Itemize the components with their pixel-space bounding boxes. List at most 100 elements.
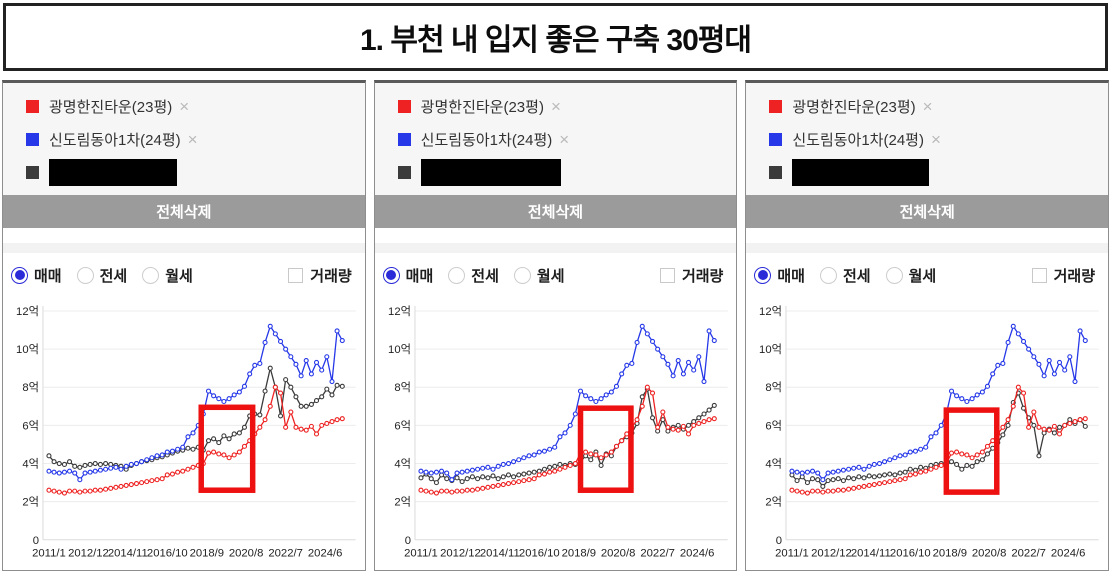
data-point (794, 469, 800, 475)
controls-row: 매매 전세 월세 거래량 (375, 263, 737, 287)
data-point (72, 470, 78, 476)
remove-series-icon[interactable]: × (930, 130, 941, 149)
data-point (980, 449, 986, 455)
radio-monthly-rent[interactable]: 월세 (142, 265, 193, 286)
trade-type-radios: 매매 전세 월세 (11, 265, 288, 286)
remove-series-icon[interactable]: × (559, 130, 570, 149)
data-point (964, 452, 970, 458)
volume-checkbox[interactable] (659, 267, 675, 283)
data-point (262, 417, 268, 423)
svg-text:4억: 4억 (22, 458, 39, 471)
data-point (649, 338, 655, 345)
radio-jeonse[interactable]: 전세 (448, 265, 499, 286)
data-point (918, 464, 924, 470)
svg-text:2022/7: 2022/7 (1012, 548, 1046, 560)
trade-type-radios: 매매 전세 월세 (754, 265, 1031, 286)
data-point (923, 444, 929, 450)
data-point (649, 415, 655, 421)
data-point (128, 461, 134, 467)
radio-circle[interactable] (448, 266, 466, 284)
remove-series-icon[interactable]: × (550, 97, 561, 116)
legend-item (746, 156, 1108, 189)
remove-series-icon[interactable]: × (922, 97, 933, 116)
data-point (51, 459, 57, 465)
data-point (939, 422, 945, 428)
data-point (959, 451, 965, 457)
radio-jeonse[interactable]: 전세 (76, 265, 127, 286)
volume-label: 거래량 (681, 267, 724, 285)
data-point (567, 462, 573, 468)
data-point (1031, 354, 1037, 360)
data-point (598, 455, 604, 461)
delete-all-button[interactable]: 전체삭제 (374, 195, 737, 228)
data-point (851, 465, 857, 471)
remove-series-icon[interactable]: × (179, 97, 190, 116)
data-point (159, 476, 165, 482)
data-point (520, 455, 527, 461)
volume-checkbox-group[interactable]: 거래량 (659, 265, 724, 286)
data-point (97, 461, 103, 467)
data-point (231, 431, 237, 437)
data-point (706, 417, 712, 423)
data-point (608, 449, 614, 455)
radio-sale[interactable]: 매매 (11, 265, 62, 286)
radio-circle[interactable] (76, 266, 94, 284)
volume-checkbox-group[interactable]: 거래량 (288, 265, 352, 286)
delete-all-button[interactable]: 전체삭제 (746, 195, 1109, 228)
data-point (334, 328, 340, 334)
series-color-chip (397, 100, 411, 113)
data-point (882, 459, 888, 465)
data-point (144, 479, 150, 485)
radio-dot (386, 270, 397, 280)
data-point (324, 420, 330, 427)
radio-monthly-rent[interactable]: 월세 (885, 265, 936, 286)
data-point (46, 487, 52, 493)
data-point (283, 377, 289, 383)
radio-label: 매매 (34, 267, 62, 285)
data-point (262, 388, 268, 394)
data-point (464, 468, 470, 474)
radio-circle[interactable] (513, 266, 531, 284)
volume-checkbox[interactable] (288, 267, 304, 283)
radio-circle[interactable] (885, 266, 903, 284)
data-point (680, 423, 686, 429)
data-point (303, 403, 309, 409)
data-point (546, 469, 552, 475)
radio-circle[interactable] (819, 266, 837, 284)
series-color-chip (769, 100, 783, 113)
remove-series-icon[interactable]: × (187, 130, 198, 149)
data-point (241, 424, 248, 430)
data-point (510, 474, 516, 480)
data-point (293, 361, 299, 367)
data-point (319, 394, 325, 400)
radio-circle[interactable] (754, 266, 772, 284)
data-point (510, 480, 516, 486)
data-point (56, 460, 62, 467)
svg-text:2014/11: 2014/11 (480, 548, 520, 560)
data-point (985, 383, 991, 389)
data-point (283, 346, 289, 352)
data-point (267, 403, 273, 409)
volume-checkbox-group[interactable]: 거래량 (1031, 265, 1095, 286)
radio-circle[interactable] (382, 266, 400, 284)
data-point (789, 468, 795, 474)
data-point (108, 485, 114, 491)
radio-sale[interactable]: 매매 (382, 265, 433, 286)
radio-circle[interactable] (142, 266, 160, 284)
volume-checkbox[interactable] (1031, 267, 1047, 283)
data-point (298, 426, 304, 432)
radio-jeonse[interactable]: 전세 (819, 265, 871, 286)
data-point (190, 446, 196, 452)
delete-all-button[interactable]: 전체삭제 (3, 195, 365, 228)
data-point (623, 431, 629, 437)
data-point (711, 338, 717, 344)
radio-sale[interactable]: 매매 (754, 265, 805, 286)
radio-circle[interactable] (11, 266, 28, 284)
data-point (469, 474, 475, 480)
data-point (1036, 424, 1042, 430)
svg-text:2020/8: 2020/8 (229, 548, 263, 560)
controls-row: 매매 전세 월세 거래량 (3, 263, 365, 287)
radio-monthly-rent[interactable]: 월세 (513, 265, 565, 286)
data-point (1011, 403, 1017, 409)
data-point (551, 463, 557, 469)
